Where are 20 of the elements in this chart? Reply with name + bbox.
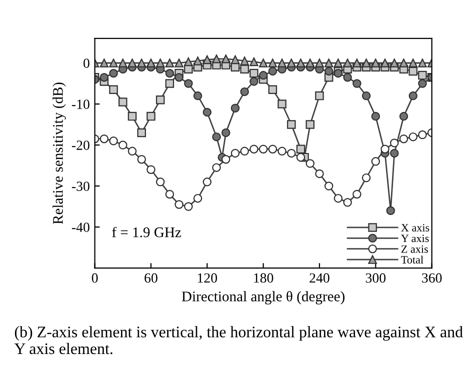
x-tick-label: 240 [310, 273, 330, 283]
x-tick-label: 0 [92, 273, 98, 283]
legend-label: Total [401, 256, 424, 264]
y-tick-label: -30 [72, 182, 90, 191]
x-tick-label: 300 [366, 273, 386, 283]
legend-label: X axis [401, 224, 430, 232]
legend-label: Z axis [401, 245, 428, 253]
y-tick-label: -40 [72, 222, 90, 232]
y-axis-title: Relative sensitivity (dB) [52, 82, 66, 224]
y-tick-label: 0 [84, 58, 90, 68]
x-axis-title: Directional angle θ (degree) [182, 291, 344, 304]
x-tick-label: 360 [422, 273, 442, 283]
legend-label: Y axis [401, 234, 429, 242]
x-tick-label: 180 [254, 273, 274, 283]
text: (b) Z-axis element is vertical, the horizontal plane wave against X and Y axis element. [14, 326, 463, 354]
annotation: f = 1.9 GHz [112, 226, 182, 238]
x-tick-label: 120 [198, 273, 218, 283]
y-tick-label: -20 [72, 140, 90, 150]
y-tick-label: -10 [72, 100, 90, 109]
x-tick-label: 60 [144, 273, 158, 283]
